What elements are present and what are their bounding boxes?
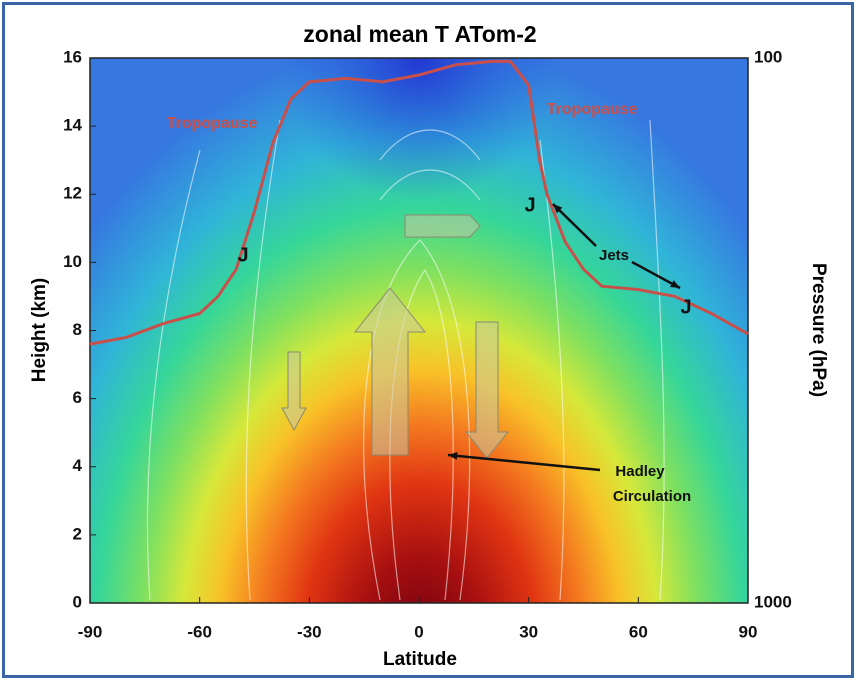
y2-tick-label: 100 [754,47,782,66]
x-tick-label: -30 [297,622,322,641]
annotation-arrow [552,203,597,247]
y-axis-label: Height (km) [29,278,50,383]
x-tick-label: -90 [78,622,103,641]
y-tick-label: 8 [73,320,82,339]
x-tick-label: 0 [414,622,423,641]
y2-axis-label: Pressure (hPa) [808,263,829,397]
arrow-head [553,204,563,214]
x-tick-label: 30 [519,622,538,641]
annotation: Jets [599,247,629,264]
y-tick-label: 10 [63,252,82,271]
chart-title: zonal mean T ATom-2 [303,21,536,47]
annotation: Circulation [613,488,691,505]
x-tick-label: 60 [629,622,648,641]
arrow-head [670,280,680,288]
x-tick-label: -60 [187,622,212,641]
y-tick-label: 14 [63,116,82,135]
y-tick-label: 2 [73,524,82,543]
tropopause-line [89,59,749,346]
temperature-field [90,58,748,603]
y2-tick-label: 1000 [754,592,792,611]
arrow-head [448,452,458,460]
y-tick-label: 12 [63,184,82,203]
y-tick-label: 4 [73,456,83,475]
y-tick-label: 0 [73,592,82,611]
x-axis-label: Latitude [383,649,457,670]
annotation: Tropopause [167,115,258,132]
annotation-arrow [447,453,601,472]
annotation: J [680,296,691,318]
x-tick-label: 90 [739,622,758,641]
y-tick-label: 16 [63,47,82,66]
annotation: J [237,244,248,266]
y-tick-label: 6 [73,388,82,407]
annotation: Tropopause [547,101,638,118]
annotation: Hadley [615,463,665,480]
annotation: J [524,194,535,216]
